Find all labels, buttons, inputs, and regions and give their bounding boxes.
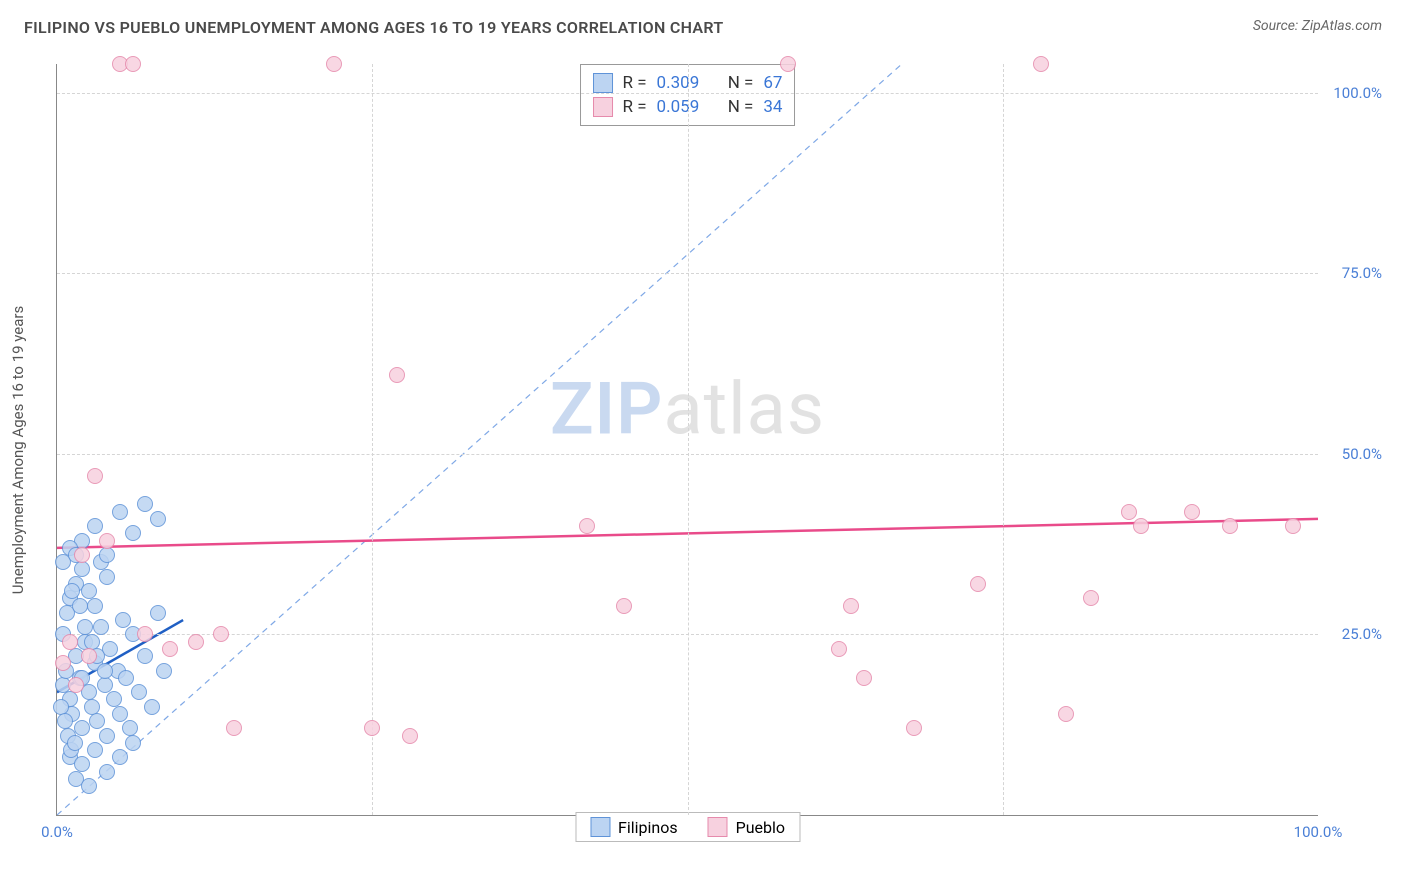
- data-point: [125, 525, 141, 541]
- gridline-v: [688, 64, 689, 815]
- n-value: 67: [763, 73, 782, 93]
- data-point: [150, 511, 166, 527]
- data-point: [1058, 706, 1074, 722]
- data-point: [99, 728, 115, 744]
- data-point: [402, 728, 418, 744]
- data-point: [150, 605, 166, 621]
- data-point: [1083, 590, 1099, 606]
- data-point: [57, 713, 73, 729]
- data-point: [125, 735, 141, 751]
- chart-title: FILIPINO VS PUEBLO UNEMPLOYMENT AMONG AG…: [24, 18, 723, 37]
- swatch-pueblo-icon: [708, 817, 728, 837]
- data-point: [156, 663, 172, 679]
- x-tick-label: 100.0%: [1294, 823, 1343, 841]
- data-point: [62, 634, 78, 650]
- r-label: R =: [623, 73, 647, 93]
- data-point: [74, 720, 90, 736]
- legend-item-pueblo: Pueblo: [708, 817, 785, 837]
- data-point: [831, 641, 847, 657]
- swatch-filipinos-icon: [593, 73, 613, 93]
- legend-item-filipinos: Filipinos: [590, 817, 678, 837]
- data-point: [68, 677, 84, 693]
- legend-label: Filipinos: [618, 818, 678, 837]
- source-label: Source: ZipAtlas.com: [1253, 18, 1382, 34]
- data-point: [87, 518, 103, 534]
- data-point: [188, 634, 204, 650]
- swatch-filipinos-icon: [590, 817, 610, 837]
- data-point: [137, 626, 153, 642]
- y-axis-label: Unemployment Among Ages 16 to 19 years: [9, 306, 27, 594]
- data-point: [144, 699, 160, 715]
- r-value: 0.309: [657, 73, 700, 93]
- data-point: [93, 619, 109, 635]
- data-point: [97, 677, 113, 693]
- y-tick-label: 50.0%: [1342, 445, 1382, 463]
- data-point: [89, 713, 105, 729]
- legend-label: Pueblo: [736, 818, 785, 837]
- data-point: [326, 56, 342, 72]
- x-tick-label: 0.0%: [41, 823, 73, 841]
- data-point: [99, 569, 115, 585]
- data-point: [579, 518, 595, 534]
- data-point: [115, 612, 131, 628]
- data-point: [74, 561, 90, 577]
- data-point: [87, 468, 103, 484]
- data-point: [780, 56, 796, 72]
- data-point: [616, 598, 632, 614]
- data-point: [112, 749, 128, 765]
- data-point: [55, 655, 71, 671]
- data-point: [364, 720, 380, 736]
- y-tick-label: 25.0%: [1342, 625, 1382, 643]
- n-value: 34: [763, 97, 782, 117]
- data-point: [74, 547, 90, 563]
- data-point: [118, 670, 134, 686]
- y-tick-label: 100.0%: [1333, 84, 1382, 102]
- data-point: [97, 663, 113, 679]
- data-point: [81, 778, 97, 794]
- data-point: [87, 598, 103, 614]
- plot-outer: Unemployment Among Ages 16 to 19 years Z…: [36, 56, 1390, 844]
- data-point: [99, 533, 115, 549]
- data-point: [131, 684, 147, 700]
- data-point: [81, 648, 97, 664]
- data-point: [1184, 504, 1200, 520]
- data-point: [112, 504, 128, 520]
- watermark-zip: ZIP: [550, 367, 663, 452]
- data-point: [72, 598, 88, 614]
- r-value: 0.059: [657, 97, 700, 117]
- data-point: [137, 648, 153, 664]
- data-point: [67, 735, 83, 751]
- bottom-legend: Filipinos Pueblo: [575, 812, 800, 842]
- data-point: [53, 699, 69, 715]
- data-point: [213, 626, 229, 642]
- n-label: N =: [728, 97, 754, 117]
- gridline-v: [372, 64, 373, 815]
- y-tick-label: 75.0%: [1342, 264, 1382, 282]
- data-point: [1285, 518, 1301, 534]
- n-label: N =: [728, 73, 754, 93]
- data-point: [1222, 518, 1238, 534]
- data-point: [99, 547, 115, 563]
- data-point: [1133, 518, 1149, 534]
- plot-area: ZIPatlas R = 0.309 N = 67 R = 0.059 N = …: [56, 64, 1318, 816]
- data-point: [1121, 504, 1137, 520]
- r-label: R =: [623, 97, 647, 117]
- data-point: [970, 576, 986, 592]
- data-point: [843, 598, 859, 614]
- data-point: [1033, 56, 1049, 72]
- data-point: [162, 641, 178, 657]
- data-point: [856, 670, 872, 686]
- data-point: [226, 720, 242, 736]
- gridline-v: [1003, 64, 1004, 815]
- swatch-pueblo-icon: [593, 97, 613, 117]
- data-point: [112, 706, 128, 722]
- data-point: [87, 742, 103, 758]
- data-point: [99, 764, 115, 780]
- header-bar: FILIPINO VS PUEBLO UNEMPLOYMENT AMONG AG…: [0, 0, 1406, 45]
- data-point: [906, 720, 922, 736]
- data-point: [125, 56, 141, 72]
- data-point: [137, 496, 153, 512]
- data-point: [389, 367, 405, 383]
